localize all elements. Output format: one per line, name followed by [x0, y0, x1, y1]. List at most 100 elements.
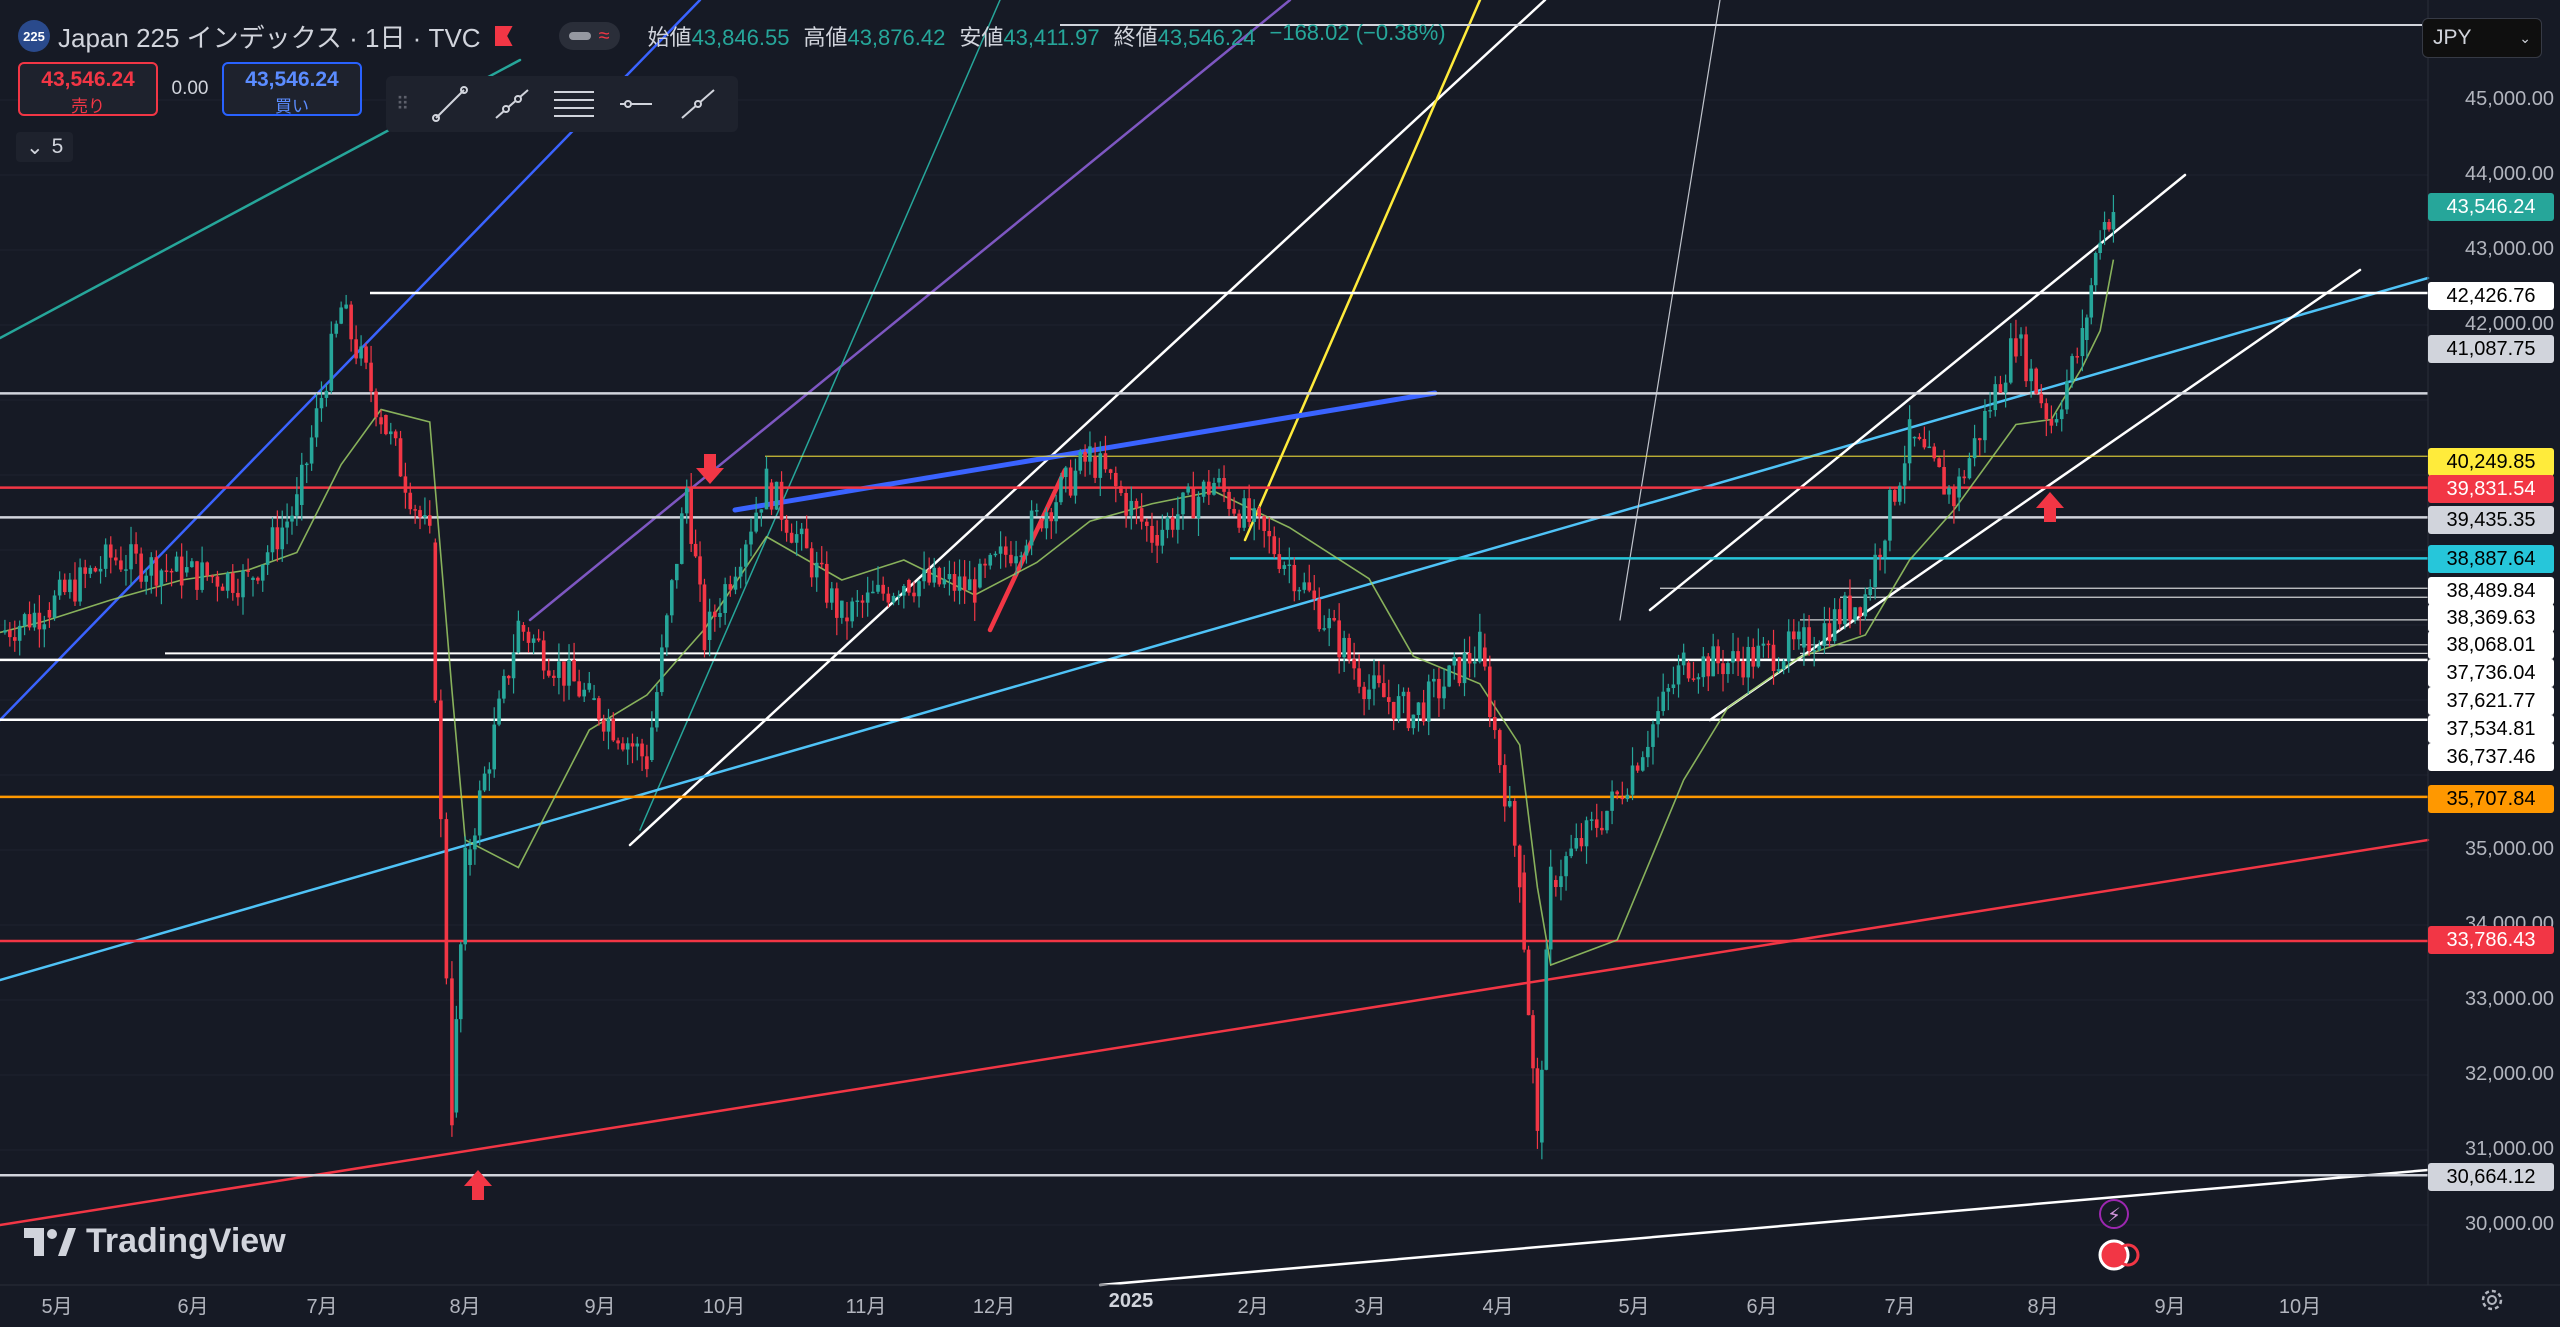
gear-icon[interactable]	[2478, 1286, 2506, 1314]
price-level-tag[interactable]: 33,786.43	[2428, 926, 2554, 954]
candle-body	[1716, 646, 1720, 664]
candle-body	[1302, 582, 1307, 590]
low-label: 安値	[959, 25, 1004, 50]
visibility-toggle[interactable]: ≈	[558, 22, 620, 50]
candle-body	[418, 510, 422, 518]
price-level-tag[interactable]: 30,664.12	[2428, 1163, 2554, 1191]
lightning-icon[interactable]	[2099, 1199, 2129, 1229]
price-level-tag[interactable]: 37,534.81	[2428, 715, 2554, 743]
candle-body	[1227, 491, 1231, 509]
candle-body	[1977, 438, 1982, 441]
price-level-tag[interactable]: 35,707.84	[2428, 785, 2554, 813]
candle-body	[1160, 529, 1165, 546]
price-level-tag[interactable]: 38,887.64	[2428, 545, 2554, 573]
candle-body	[840, 600, 844, 618]
candle-body	[957, 576, 962, 591]
price-level-tag[interactable]: 39,831.54	[2428, 475, 2554, 503]
candle-body	[536, 638, 541, 641]
candle-body	[1589, 819, 1594, 821]
candle-body	[972, 579, 977, 603]
candle-body	[458, 944, 463, 1020]
trend-line	[0, 276, 2430, 982]
candle-body	[68, 579, 72, 593]
candle-body	[1063, 467, 1068, 477]
candle-body	[1746, 646, 1751, 678]
price-level-tag[interactable]: 43,546.24	[2428, 193, 2554, 221]
candle-body	[354, 339, 358, 359]
time-axis-label: 11月	[845, 1296, 887, 1318]
drag-handle-icon[interactable]: ⠿	[396, 93, 410, 114]
candle-body	[1781, 661, 1786, 670]
tradingview-logo[interactable]: TradingView	[24, 1222, 286, 1261]
candle-body	[179, 556, 184, 586]
candle-body	[809, 548, 814, 578]
trend-line-icon[interactable]	[426, 82, 474, 126]
candle-body	[718, 612, 722, 617]
candle-body	[1858, 607, 1862, 617]
currency-select[interactable]: JPY ⌄	[2422, 18, 2542, 58]
buy-price: 43,546.24	[245, 68, 339, 91]
candle-body	[1559, 876, 1563, 888]
price-level-tag[interactable]: 42,426.76	[2428, 282, 2554, 310]
candle-body	[1462, 652, 1467, 684]
horizontal-line-icon[interactable]	[612, 82, 660, 126]
price-level-tag[interactable]: 41,087.75	[2428, 335, 2554, 363]
price-level-tag[interactable]: 37,621.77	[2428, 687, 2554, 715]
candle-body	[1620, 797, 1625, 800]
price-axis-label: 44,000.00	[2465, 163, 2554, 185]
candle-body	[1411, 714, 1416, 729]
price-level-tag[interactable]: 36,737.46	[2428, 743, 2554, 771]
candle-body	[1917, 436, 1922, 439]
buy-button[interactable]: 43,546.24 買い	[222, 62, 362, 116]
candle-body	[1488, 666, 1492, 717]
candle-body	[531, 638, 536, 643]
flag-icon[interactable]	[494, 26, 513, 46]
candle-body	[134, 544, 138, 554]
candle-body	[374, 391, 378, 418]
price-level-tag[interactable]: 38,369.63	[2428, 604, 2554, 632]
candle-body	[1701, 656, 1706, 678]
candle-body	[1426, 681, 1431, 722]
candle-body	[1119, 486, 1123, 494]
candle-body	[339, 307, 343, 324]
candle-body	[403, 476, 408, 493]
candle-body	[450, 978, 454, 1126]
candle-body	[902, 586, 906, 596]
ray-icon[interactable]	[488, 82, 536, 126]
price-level-tag[interactable]: 39,435.35	[2428, 506, 2554, 534]
candle-body	[1922, 438, 1927, 448]
candle-body	[546, 670, 551, 676]
candle-body	[754, 512, 758, 532]
candle-body	[937, 567, 942, 585]
candle-body	[1029, 510, 1034, 546]
symbol-title[interactable]: Japan 225 インデックス · 1日 · TVC	[58, 22, 481, 53]
price-level-tag[interactable]: 38,068.01	[2428, 631, 2554, 659]
candle-body	[205, 562, 210, 576]
price-level-tag[interactable]: 38,489.84	[2428, 577, 2554, 605]
candle-body	[2102, 222, 2107, 230]
candle-body	[1282, 565, 1287, 569]
trend-line	[0, 838, 2430, 1227]
candle-body	[1207, 481, 1211, 495]
sell-button[interactable]: 43,546.24 売り	[18, 62, 158, 116]
up-arrow-icon	[464, 1170, 492, 1200]
candle-body	[1196, 496, 1201, 519]
candle-body	[83, 567, 88, 574]
event-dot-icon[interactable]	[2116, 1243, 2140, 1267]
candle-body	[621, 743, 625, 750]
indicator-collapse-toggle[interactable]: ⌄ 5	[16, 132, 74, 162]
candle-body	[1292, 565, 1297, 592]
candle-body	[738, 566, 743, 577]
candle-body	[473, 835, 477, 850]
event-icons[interactable]: ⚡	[2098, 1199, 2140, 1271]
trend-line	[1243, 0, 1482, 542]
price-level-tag[interactable]: 40,249.85	[2428, 448, 2554, 476]
price-level-tag[interactable]: 37,736.04	[2428, 659, 2554, 687]
candle-body	[1993, 384, 1998, 411]
symbol-icon[interactable]: 225	[18, 20, 50, 52]
horizontal-lines-icon[interactable]	[550, 82, 598, 126]
change-value: −168.02 (−0.38%)	[1269, 20, 1446, 45]
extended-line-icon[interactable]	[674, 82, 722, 126]
